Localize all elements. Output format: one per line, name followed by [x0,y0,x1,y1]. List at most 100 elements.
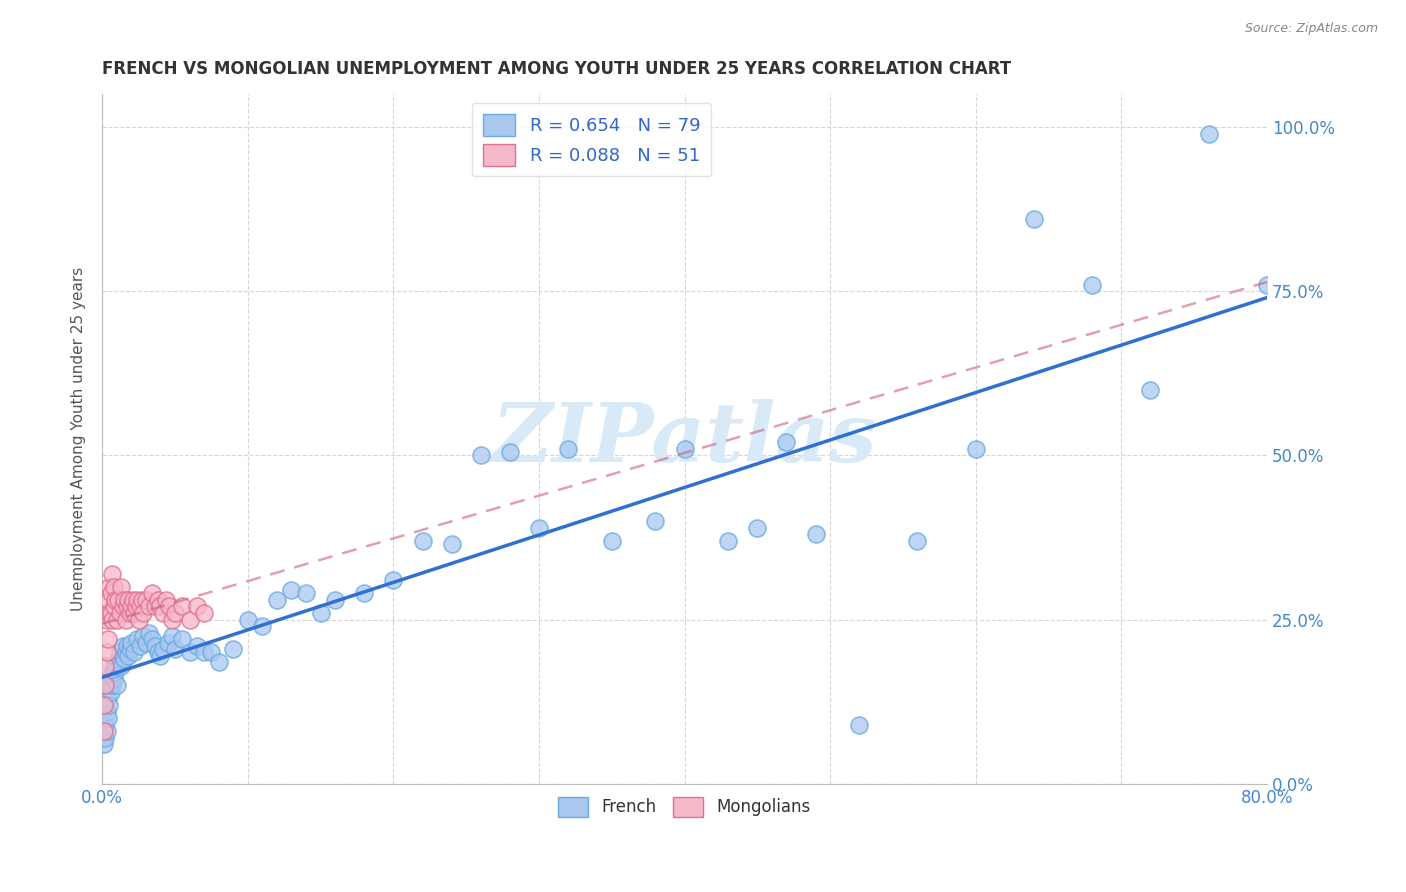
Point [200,645,222,659]
Point [186,639,208,653]
Point [120,599,142,614]
Point [411,533,433,548]
Point [146,645,169,659]
Point [93,698,115,712]
Point [127,632,149,647]
Point [152,642,174,657]
Point [673,442,696,456]
Point [135,593,157,607]
Point [143,599,166,614]
Point [114,645,136,659]
Point [295,586,318,600]
Point [111,639,134,653]
Point [717,533,740,548]
Point [138,625,160,640]
Point [149,599,172,614]
Point [118,642,141,657]
Point [100,685,122,699]
Point [163,642,186,657]
Point [101,613,124,627]
Point [1022,212,1045,227]
Point [105,613,128,627]
Point [160,629,183,643]
Point [557,442,579,456]
Point [1256,277,1278,292]
Point [108,645,131,659]
Point [110,580,132,594]
Point [101,678,124,692]
Point [193,645,215,659]
Point [141,632,163,647]
Point [172,599,194,614]
Point [101,566,124,581]
Point [965,442,987,456]
Point [105,678,128,692]
Text: Source: ZipAtlas.com: Source: ZipAtlas.com [1244,22,1378,36]
Point [93,724,115,739]
Point [135,635,157,649]
Point [96,724,118,739]
Point [100,672,122,686]
Point [208,655,231,669]
Point [96,645,118,659]
Point [101,665,124,680]
Point [98,606,121,620]
Point [1081,277,1104,292]
Point [107,652,129,666]
Point [127,593,149,607]
Point [107,593,129,607]
Point [149,648,172,663]
Point [103,672,125,686]
Point [117,648,139,663]
Point [121,593,143,607]
Point [104,593,127,607]
Point [280,583,302,598]
Point [129,639,152,653]
Point [100,606,122,620]
Point [143,639,166,653]
Point [157,599,180,614]
Point [747,521,769,535]
Text: FRENCH VS MONGOLIAN UNEMPLOYMENT AMONG YOUTH UNDER 25 YEARS CORRELATION CHART: FRENCH VS MONGOLIAN UNEMPLOYMENT AMONG Y… [103,60,1011,78]
Point [115,599,138,614]
Point [193,606,215,620]
Point [152,606,174,620]
Point [775,435,797,450]
Y-axis label: Unemployment Among Youth under 25 years: Unemployment Among Youth under 25 years [72,267,86,611]
Point [96,613,118,627]
Point [104,665,127,680]
Point [112,652,135,666]
Point [112,593,135,607]
Point [97,711,120,725]
Point [108,606,131,620]
Point [146,593,169,607]
Point [440,537,463,551]
Point [115,639,138,653]
Point [132,629,155,643]
Point [155,593,177,607]
Point [138,599,160,614]
Point [804,527,827,541]
Point [122,645,145,659]
Point [323,593,346,607]
Point [527,521,550,535]
Point [93,737,115,751]
Point [111,599,134,614]
Point [132,606,155,620]
Point [163,606,186,620]
Point [120,635,142,649]
Point [1198,127,1220,141]
Point [644,514,666,528]
Point [94,678,117,692]
Point [172,632,194,647]
Point [103,599,125,614]
Point [103,658,125,673]
Point [179,613,201,627]
Point [117,593,139,607]
Point [98,698,121,712]
Point [94,731,117,745]
Point [309,606,332,620]
Point [129,599,152,614]
Point [160,613,183,627]
Point [118,606,141,620]
